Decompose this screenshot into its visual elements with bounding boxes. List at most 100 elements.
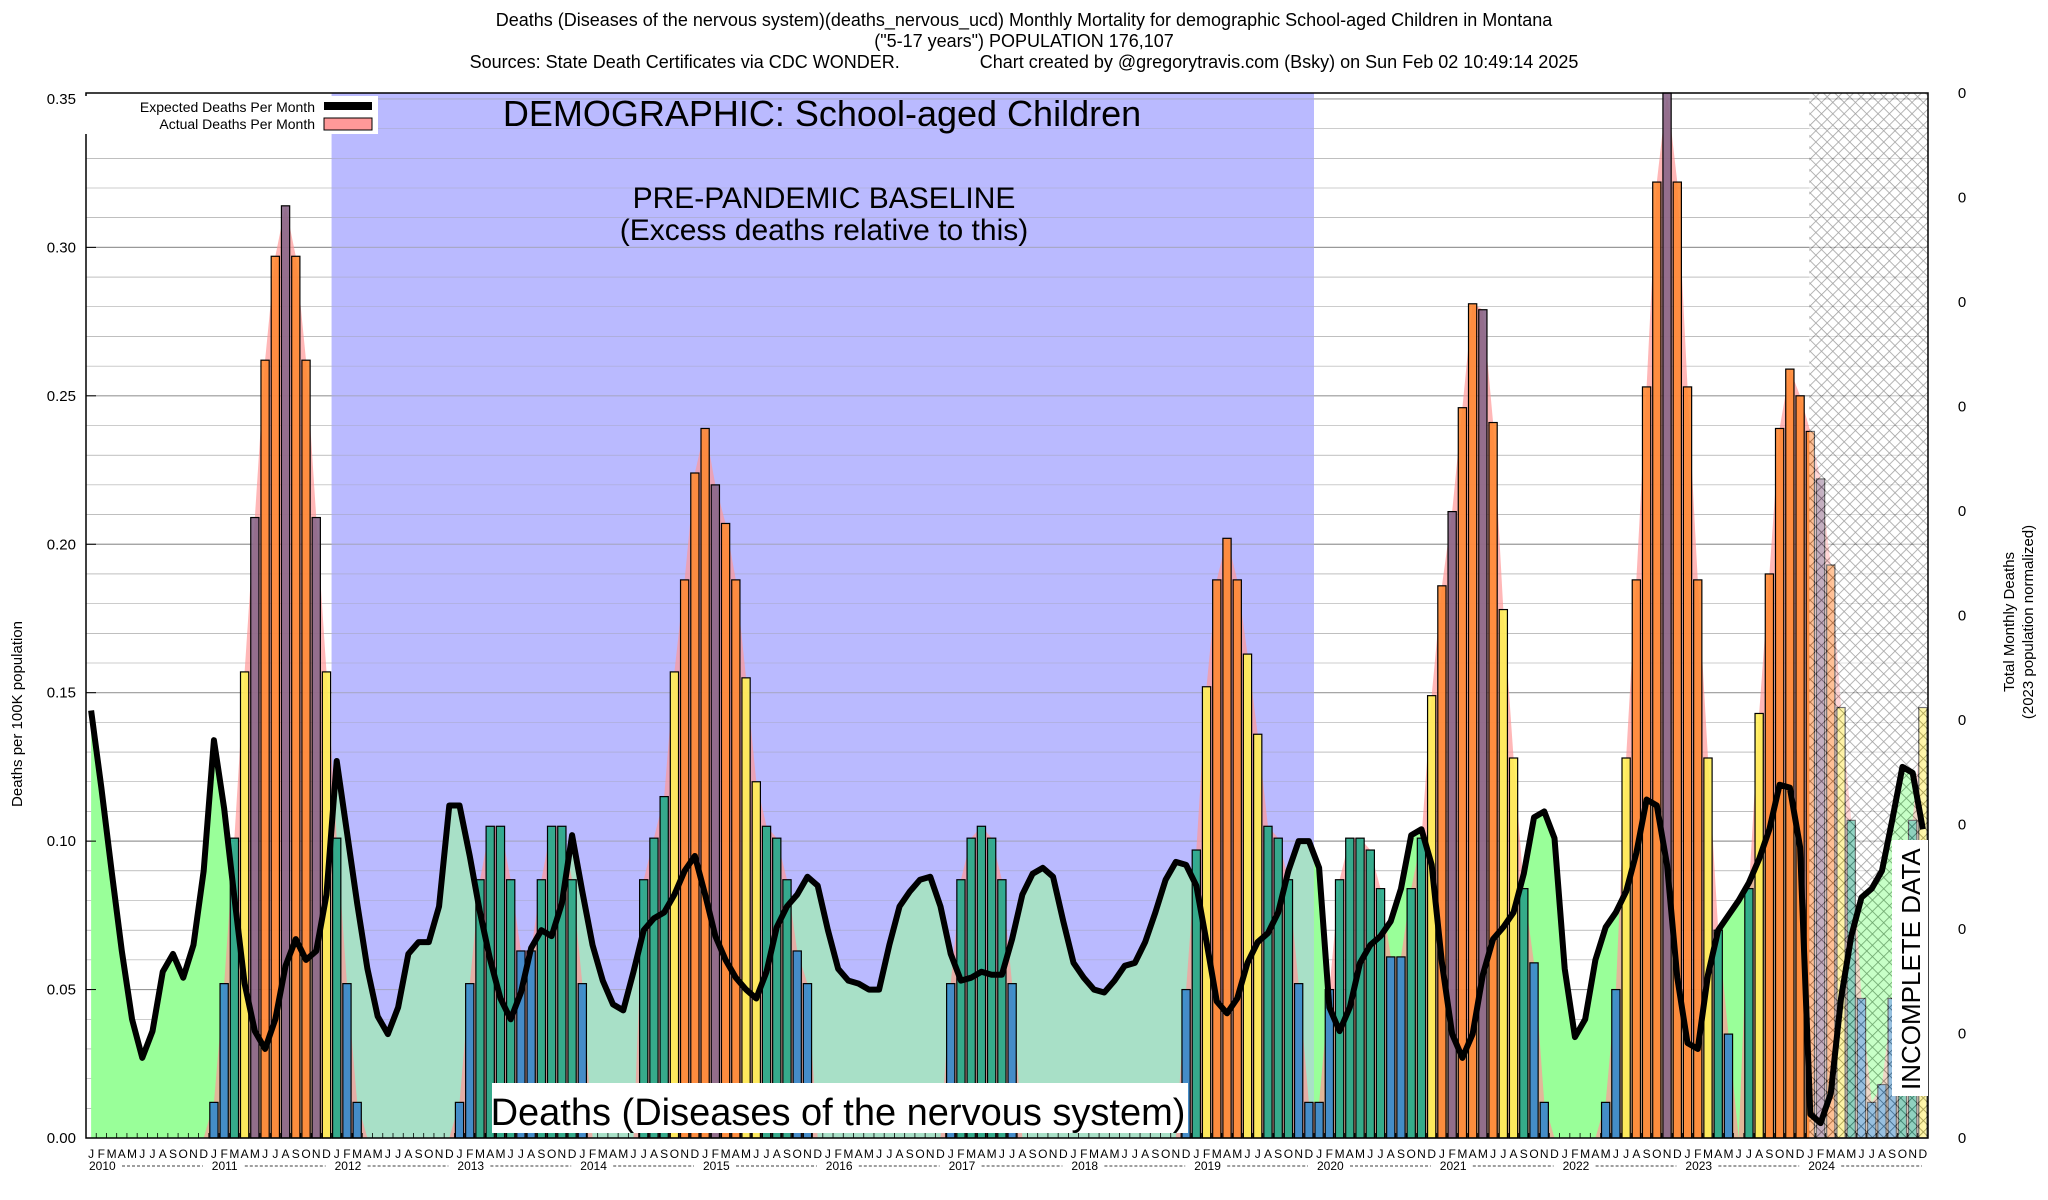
month-tick-label: M	[618, 1147, 628, 1161]
month-tick-label: M	[1703, 1147, 1713, 1161]
month-tick-label: D	[1796, 1147, 1805, 1161]
month-tick-label: A	[1141, 1147, 1149, 1161]
month-tick-label: A	[527, 1147, 535, 1161]
month-tick-label: J	[1367, 1147, 1373, 1161]
y2-tick-label: 0	[1958, 190, 1966, 207]
actual-bar	[1386, 956, 1396, 1139]
bottom-chart-title: Deaths (Diseases of the nervous system)	[491, 1092, 1186, 1134]
actual-bar	[332, 837, 342, 1139]
month-tick-label: N	[926, 1147, 935, 1161]
month-tick-label: N	[1049, 1147, 1058, 1161]
month-tick-label: J	[1807, 1147, 1813, 1161]
month-tick-label: D	[568, 1147, 577, 1161]
month-tick-label: F	[957, 1147, 964, 1161]
month-tick-label: D	[1673, 1147, 1682, 1161]
actual-bar	[1365, 849, 1375, 1139]
actual-bar	[1641, 386, 1652, 1139]
y-tick-label: 0.20	[47, 536, 76, 553]
month-tick-label: M	[966, 1147, 976, 1161]
month-tick-label: A	[1346, 1147, 1354, 1161]
actual-bar	[1723, 1033, 1734, 1139]
actual-bar	[1529, 962, 1539, 1139]
y2-tick-label: 0	[1958, 294, 1966, 311]
month-tick-label: A	[650, 1147, 658, 1161]
month-tick-label: A	[363, 1147, 371, 1161]
y2-tick-label: 0	[1958, 921, 1966, 938]
month-tick-label: J	[139, 1147, 145, 1161]
actual-bar	[1375, 888, 1386, 1139]
month-tick-label: J	[272, 1147, 278, 1161]
month-tick-label: A	[896, 1147, 904, 1161]
month-tick-label: N	[558, 1147, 567, 1161]
month-tick-label: F	[712, 1147, 719, 1161]
month-tick-label: S	[1029, 1147, 1037, 1161]
month-tick-label: M	[1232, 1147, 1242, 1161]
actual-bar	[1222, 537, 1232, 1139]
month-tick-label: A	[1755, 1147, 1763, 1161]
y2-tick-label: 0	[1958, 503, 1966, 520]
month-tick-label: A	[159, 1147, 167, 1161]
month-tick-label: A	[1223, 1147, 1231, 1161]
incomplete-label-bg	[1892, 840, 1928, 1096]
chart-header: Deaths (Diseases of the nervous system)(…	[0, 10, 2048, 73]
month-tick-label: A	[855, 1147, 863, 1161]
y2-tick-label: 0	[1958, 399, 1966, 416]
month-tick-label: D	[936, 1147, 945, 1161]
legend-expected-swatch	[324, 102, 372, 110]
month-tick-label: D	[1059, 1147, 1068, 1161]
month-tick-label: M	[250, 1147, 260, 1161]
year-tick-label: 2020	[1317, 1159, 1344, 1173]
month-tick-label: A	[1018, 1147, 1026, 1161]
month-tick-label: D	[813, 1147, 822, 1161]
legend-actual-swatch	[323, 117, 373, 131]
year-tick-label: 2011	[212, 1159, 238, 1173]
month-tick-label: M	[741, 1147, 751, 1161]
month-tick-label: J	[395, 1147, 401, 1161]
month-tick-label: J	[876, 1147, 882, 1161]
month-tick-label: A	[1264, 1147, 1272, 1161]
month-tick-label: A	[732, 1147, 740, 1161]
month-tick-label: D	[1182, 1147, 1191, 1161]
year-tick-label: 2021	[1440, 1159, 1467, 1173]
actual-bar	[1273, 837, 1283, 1139]
actual-bar	[710, 484, 721, 1139]
month-tick-label: M	[373, 1147, 383, 1161]
month-tick-label: N	[803, 1147, 812, 1161]
actual-bar	[219, 983, 229, 1139]
month-tick-label: J	[753, 1147, 759, 1161]
year-tick-label: 2015	[703, 1159, 730, 1173]
month-tick-label: J	[1746, 1147, 1752, 1161]
month-tick-label: S	[1151, 1147, 1159, 1161]
actual-bar	[741, 677, 751, 1139]
month-tick-label: S	[1765, 1147, 1773, 1161]
year-tick-label: 2013	[457, 1159, 484, 1173]
legend-expected-label: Expected Deaths Per Month	[140, 99, 315, 115]
month-tick-label: D	[322, 1147, 331, 1161]
month-tick-label: J	[1439, 1147, 1445, 1161]
month-tick-label: M	[721, 1147, 731, 1161]
year-tick-label: 2010	[89, 1159, 116, 1173]
actual-bar	[1478, 309, 1488, 1139]
actual-bar	[301, 359, 311, 1139]
actual-bar	[465, 983, 475, 1139]
month-tick-label: D	[1305, 1147, 1314, 1161]
actual-bar	[1232, 579, 1242, 1139]
demographic-label: DEMOGRAPHIC: School-aged Children	[503, 93, 1141, 134]
month-tick-label: S	[660, 1147, 668, 1161]
y2-axis-label-line1: Total Monthly Deaths	[2001, 552, 2018, 692]
actual-bar	[1519, 888, 1529, 1139]
year-tick-label: 2017	[949, 1159, 976, 1173]
month-tick-label: M	[1826, 1147, 1836, 1161]
y-axis-label: Deaths per 100K population	[9, 621, 26, 807]
month-tick-label: M	[127, 1147, 137, 1161]
month-tick-label: O	[1284, 1147, 1293, 1161]
y-tick-label: 0.35	[47, 91, 76, 108]
month-tick-label: N	[1908, 1147, 1917, 1161]
month-tick-label: J	[518, 1147, 524, 1161]
month-tick-label: F	[1448, 1147, 1455, 1161]
month-tick-label: A	[1591, 1147, 1599, 1161]
legend: Expected Deaths Per Month Actual Deaths …	[84, 96, 378, 134]
month-tick-label: J	[508, 1147, 514, 1161]
month-tick-label: O	[1898, 1147, 1907, 1161]
month-tick-label: O	[1038, 1147, 1047, 1161]
